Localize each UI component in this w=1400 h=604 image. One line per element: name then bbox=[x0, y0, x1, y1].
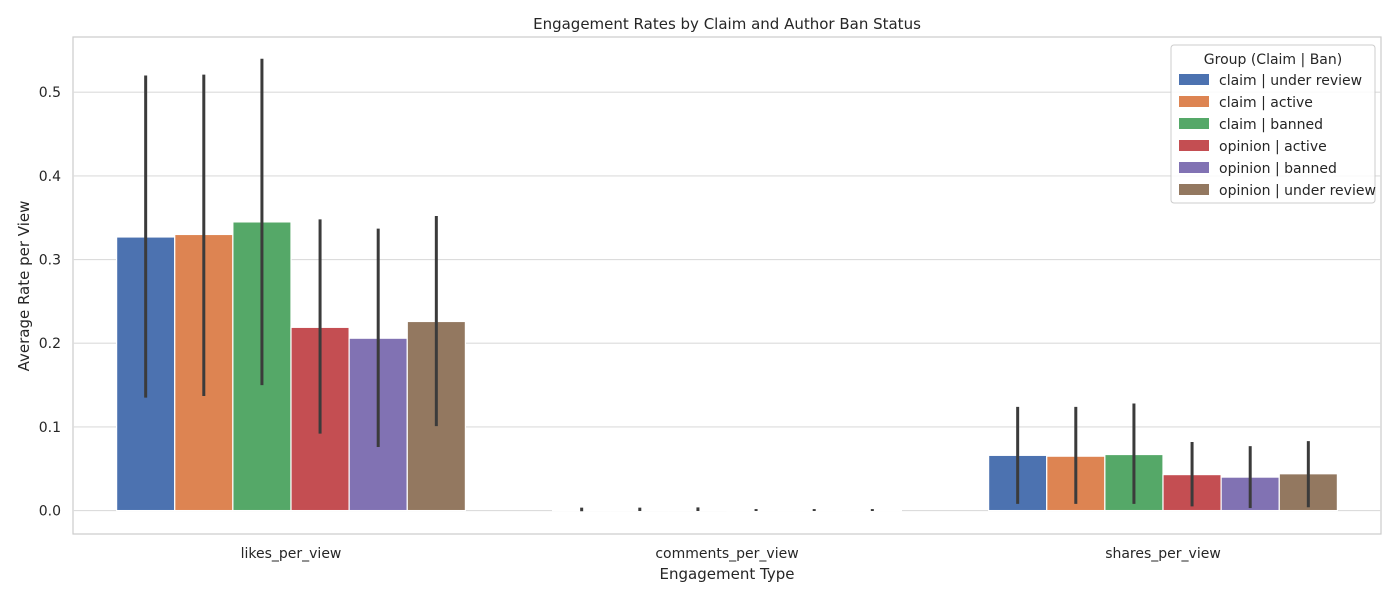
x-tick-label: likes_per_view bbox=[241, 546, 342, 562]
legend: Group (Claim | Ban) claim | under review… bbox=[1170, 44, 1376, 204]
legend-swatch bbox=[1179, 96, 1209, 107]
y-axis-label: Average Rate per View bbox=[15, 201, 33, 372]
legend-label: claim | active bbox=[1219, 95, 1313, 111]
x-tick-label: comments_per_view bbox=[655, 546, 798, 562]
y-tick-label: 0.5 bbox=[39, 85, 61, 101]
legend-label: opinion | under review bbox=[1219, 183, 1376, 199]
legend-frame bbox=[1170, 44, 1376, 204]
y-tick-label: 0.4 bbox=[39, 169, 61, 185]
y-tick-labels: 0.0 0.1 0.2 0.3 0.4 0.5 bbox=[39, 85, 61, 519]
y-tick-label: 0.3 bbox=[39, 253, 61, 269]
legend-title: Group (Claim | Ban) bbox=[1204, 52, 1342, 68]
y-tick-label: 0.0 bbox=[39, 504, 61, 520]
x-tick-labels: likes_per_view comments_per_view shares_pe… bbox=[241, 546, 1221, 562]
legend-label: claim | banned bbox=[1219, 117, 1323, 133]
legend-label: opinion | banned bbox=[1219, 161, 1337, 177]
error-bars-group bbox=[144, 58, 1310, 512]
legend-swatch bbox=[1179, 118, 1209, 129]
legend-swatch bbox=[1179, 184, 1209, 195]
chart-title: Engagement Rates by Claim and Author Ban… bbox=[533, 15, 921, 33]
y-tick-label: 0.1 bbox=[39, 420, 61, 436]
legend-label: opinion | active bbox=[1219, 139, 1327, 155]
y-tick-label: 0.2 bbox=[39, 336, 61, 352]
legend-swatch bbox=[1179, 162, 1209, 173]
legend-label: claim | under review bbox=[1219, 73, 1362, 89]
x-tick-label: shares_per_view bbox=[1105, 546, 1221, 562]
legend-swatch bbox=[1179, 140, 1209, 151]
x-axis-label: Engagement Type bbox=[660, 565, 795, 583]
legend-swatch bbox=[1179, 74, 1209, 85]
